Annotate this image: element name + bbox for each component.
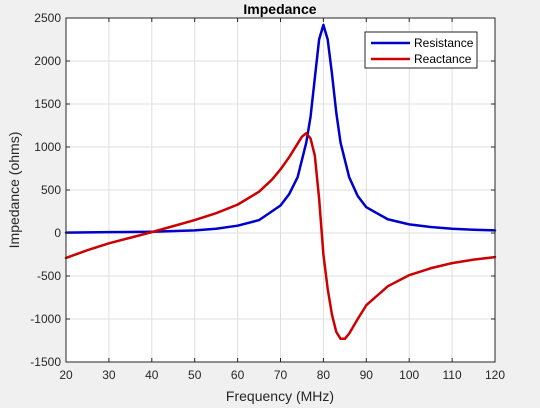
y-tick-label: 2500 [34, 11, 61, 25]
chart-title: Impedance [243, 1, 316, 17]
x-tick-label: 90 [360, 368, 374, 382]
y-tick-label: -500 [37, 269, 61, 283]
x-tick-label: 30 [102, 368, 116, 382]
y-tick-label: 0 [54, 226, 61, 240]
x-tick-label: 70 [274, 368, 288, 382]
x-tick-label: 50 [188, 368, 202, 382]
y-tick-label: 2000 [34, 54, 61, 68]
x-axis-label: Frequency (MHz) [226, 388, 334, 404]
axis-ticks [65, 17, 496, 363]
legend-label-resistance: Resistance [414, 36, 474, 50]
series-layer [64, 23, 497, 341]
x-tick-label: 80 [317, 368, 331, 382]
x-tick-label: 60 [231, 368, 245, 382]
legend: Resistance Reactance [364, 31, 478, 69]
y-tick-label: 1500 [34, 97, 61, 111]
y-tick-label: -1500 [30, 355, 61, 369]
x-tick-label: 40 [145, 368, 159, 382]
x-tick-label: 110 [443, 368, 462, 382]
y-axis-label: Impedance (ohms) [6, 132, 22, 249]
series-line-resistance [64, 23, 497, 234]
series-line-reactance [64, 131, 497, 341]
y-tick-label: 500 [41, 183, 61, 197]
axis-tick-labels: 20 30 40 50 60 70 80 90 100 110 120 -1500 -1000 -500 0… [30, 11, 505, 382]
legend-label-reactance: Reactance [414, 52, 472, 66]
x-tick-label: 120 [485, 368, 505, 382]
y-tick-label: -1000 [30, 312, 61, 326]
x-tick-label: 100 [399, 368, 419, 382]
x-tick-label: 20 [59, 368, 73, 382]
legend-box [364, 31, 478, 69]
y-tick-label: 1000 [34, 140, 61, 154]
